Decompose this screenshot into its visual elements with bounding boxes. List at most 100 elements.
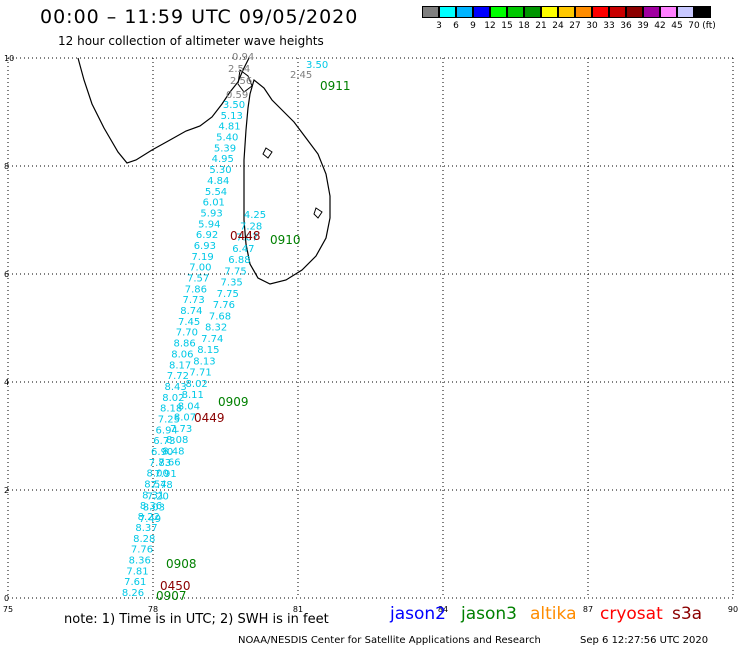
y-tick-label: 2	[4, 486, 9, 495]
colorbar-swatch	[456, 6, 473, 18]
y-tick-label: 4	[4, 378, 9, 387]
swh-value-label: 8.43	[165, 382, 187, 393]
swh-value-label: 7.68	[209, 311, 231, 322]
india-coastline	[77, 57, 250, 164]
swh-value-label: 7.76	[131, 545, 153, 556]
swh-value-label: 8.11	[182, 390, 204, 401]
swh-value-label: 8.31	[142, 490, 164, 501]
colorbar-label: 39	[637, 21, 649, 31]
swh-value-label: 7.19	[191, 252, 213, 263]
colorbar-labels: 3 6 9 12 15 18 21 24 27 30 33 36 39 42 45 70 (ft)	[422, 21, 740, 33]
swh-value-label: 4.84	[207, 176, 229, 187]
colorbar-swatch	[541, 6, 558, 18]
swh-value-label: 8.32	[205, 323, 227, 334]
swh-value-label: 5.13	[221, 111, 243, 122]
swh-value-label: 8.36	[129, 555, 151, 566]
colorbar-swatch	[609, 6, 626, 18]
swh-value-label: 8.54	[144, 480, 166, 491]
swh-value-label: 8.08	[166, 435, 188, 446]
footer-agency: NOAA/NESDIS Center for Satellite Applica…	[238, 635, 541, 646]
swh-value-label-grey: 2.45	[290, 70, 312, 81]
swh-value-label: 3.50	[223, 100, 245, 111]
swh-value-label-grey: 0.59	[226, 90, 248, 101]
colorbar-swatch	[592, 6, 609, 18]
pass-time-label-jason3: 0909	[218, 395, 249, 409]
y-tick-label: 6	[4, 270, 9, 279]
swh-value-label: 6.93	[194, 241, 216, 252]
swh-value-label: 8.28	[133, 534, 155, 545]
swh-value-label: 7.66	[158, 458, 180, 469]
colorbar-label: 9	[470, 21, 476, 31]
swh-value-label: 8.26	[122, 588, 144, 599]
swh-value-label: 8.36	[140, 501, 162, 512]
colorbar-label: 70	[688, 21, 700, 31]
colorbar-label: 12	[484, 21, 496, 31]
colorbar-label: 42	[654, 21, 666, 31]
swh-value-label: 4.25	[244, 210, 266, 221]
swh-value-label: 8.15	[197, 345, 219, 356]
swh-value-label: 7.73	[182, 295, 204, 306]
swh-value-label: 7.20	[147, 491, 169, 502]
swh-value-label-grey: 2.54	[228, 64, 250, 75]
swh-value-label: 8.00	[147, 469, 169, 480]
pass-time-label-jason3: 0908	[166, 557, 197, 571]
colorbar-swatch	[677, 6, 694, 18]
legend-cryosat: cryosat	[600, 604, 663, 624]
colorbar-swatch	[524, 6, 541, 18]
colorbar-label: 27	[569, 21, 581, 31]
swh-value-label: 6.47	[232, 244, 254, 255]
swh-value-label: 8.03	[143, 503, 165, 514]
swh-value-label: 8.86	[173, 339, 195, 350]
swh-value-label: 5.40	[216, 133, 238, 144]
reservoir-outline	[262, 147, 273, 159]
swh-value-label: 6.73	[153, 436, 175, 447]
swh-value-label: 7.83	[149, 458, 171, 469]
x-tick-label: 78	[148, 605, 158, 614]
colorbar-label: 45	[671, 21, 683, 31]
swh-value-label: 7.86	[185, 284, 207, 295]
swh-value-label: 6.01	[203, 198, 225, 209]
swh-value-label: 8.07	[174, 413, 196, 424]
swh-value-label: 5.94	[198, 219, 220, 230]
swh-value-label: 8.74	[180, 306, 202, 317]
mannar-island	[237, 69, 253, 93]
footer-timestamp: Sep 6 12:27:56 UTC 2020	[580, 635, 709, 646]
swh-value-label: 8.13	[193, 356, 215, 367]
swh-value-label: 7.49	[139, 514, 161, 525]
swh-value-label: 6.90	[151, 447, 173, 458]
x-tick-label: 75	[3, 605, 13, 614]
swh-value-label: 5.39	[214, 143, 236, 154]
colorbar-swatch	[660, 6, 677, 18]
colorbar-label: (ft)	[702, 21, 716, 31]
swh-value-label: 8.17	[169, 360, 191, 371]
swh-value-label: 8.48	[162, 446, 184, 457]
swh-value-label: 8.02	[186, 379, 208, 390]
x-tick-label: 87	[583, 605, 593, 614]
legend-s3a: s3a	[672, 604, 703, 624]
swh-value-label: 4.81	[218, 122, 240, 133]
swh-value-label: 7.61	[124, 577, 146, 588]
swh-value-label: 8.22	[138, 512, 160, 523]
swh-value-label: 7.72	[167, 371, 189, 382]
swh-value-label: 7.81	[126, 566, 148, 577]
swh-value-label: 7.28	[240, 221, 262, 232]
colorbar-swatch	[473, 6, 490, 18]
pass-time-label-jason3: 0907	[156, 589, 187, 603]
colorbar-swatch	[694, 6, 711, 18]
swh-value-label: 6.94	[156, 425, 178, 436]
swh-value-label: 7.70	[176, 328, 198, 339]
x-tick-label: 81	[293, 605, 303, 614]
colorbar-label: 3	[436, 21, 442, 31]
swh-value-label: 3.50	[306, 60, 328, 71]
colorbar-label: 15	[501, 21, 513, 31]
swh-value-label: 8.06	[171, 349, 193, 360]
swh-value-label: 7.00	[189, 263, 211, 274]
colorbar-label: 18	[518, 21, 530, 31]
colorbar-swatch	[490, 6, 507, 18]
pass-time-label-s3a: 0448	[230, 229, 261, 243]
swh-value-label: 6.92	[196, 230, 218, 241]
swh-value-label: 7.71	[189, 368, 211, 379]
colorbar-label: 6	[453, 21, 459, 31]
colorbar-label: 24	[552, 21, 564, 31]
